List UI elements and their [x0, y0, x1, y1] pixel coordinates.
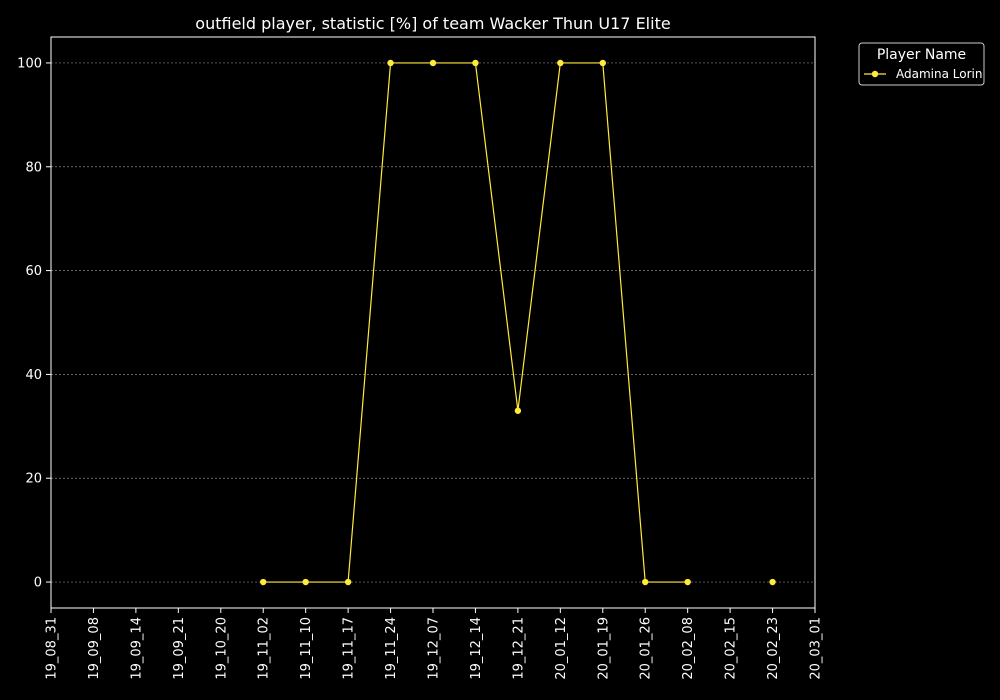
x-tick-label: 19_09_21 — [172, 617, 187, 680]
x-tick-label: 20_01_19 — [596, 617, 611, 680]
plot-frame — [50, 36, 816, 609]
x-tick-label: 19_08_31 — [45, 617, 60, 680]
x-axis: 19_08_31 19_09_08 19_09_14 19_09_21 19_10_20… — [45, 608, 824, 680]
data-point — [769, 578, 776, 586]
data-point — [642, 578, 649, 586]
legend: Player Name Adamina Lorin — [858, 42, 985, 86]
x-tick-label: 19_12_21 — [511, 617, 526, 680]
y-tick-label: 80 — [25, 160, 42, 175]
x-tick-label: 19_10_20 — [214, 617, 229, 680]
data-point — [429, 59, 437, 67]
x-tick-label: 20_01_26 — [639, 617, 654, 680]
x-tick-label: 20_03_01 — [809, 617, 824, 680]
data-point — [514, 407, 522, 414]
legend-title: Player Name — [877, 47, 966, 63]
data-point — [302, 578, 309, 586]
x-tick-label: 19_11_10 — [299, 617, 314, 680]
series-layer — [260, 59, 776, 586]
data-point — [684, 578, 691, 586]
grid-lines — [51, 62, 815, 583]
x-tick-label: 19_11_24 — [384, 617, 399, 680]
y-tick-label: 20 — [25, 472, 42, 487]
chart-title: outfield player, statistic [%] of team W… — [195, 14, 670, 33]
data-point — [344, 578, 352, 586]
x-tick-label: 20_02_08 — [681, 617, 696, 680]
y-tick-label: 100 — [17, 56, 42, 71]
y-tick-label: 40 — [25, 368, 42, 383]
x-tick-label: 20_02_23 — [766, 617, 781, 680]
y-axis: 0 20 40 60 80 100 — [17, 56, 51, 591]
legend-box — [858, 42, 985, 86]
x-tick-label: 19_09_14 — [129, 617, 144, 680]
y-tick-label: 60 — [25, 264, 42, 279]
data-point — [557, 59, 564, 67]
data-point — [387, 59, 394, 67]
data-point — [472, 59, 479, 67]
y-tick-label: 0 — [34, 576, 42, 591]
data-point — [260, 578, 267, 586]
x-tick-label: 19_09_08 — [87, 617, 102, 680]
x-tick-label: 20_01_12 — [554, 617, 569, 680]
x-tick-label: 19_12_07 — [427, 617, 442, 680]
x-tick-label: 20_02_15 — [724, 617, 739, 680]
legend-marker — [871, 70, 879, 78]
x-tick-label: 19_11_02 — [257, 617, 272, 680]
legend-entry-label: Adamina Lorin — [896, 67, 982, 81]
x-tick-label: 19_12_14 — [469, 617, 484, 680]
x-tick-label: 19_11_17 — [342, 617, 357, 680]
legend-entries: Adamina Lorin — [864, 67, 982, 81]
data-point — [599, 59, 606, 67]
series-line — [263, 62, 688, 583]
